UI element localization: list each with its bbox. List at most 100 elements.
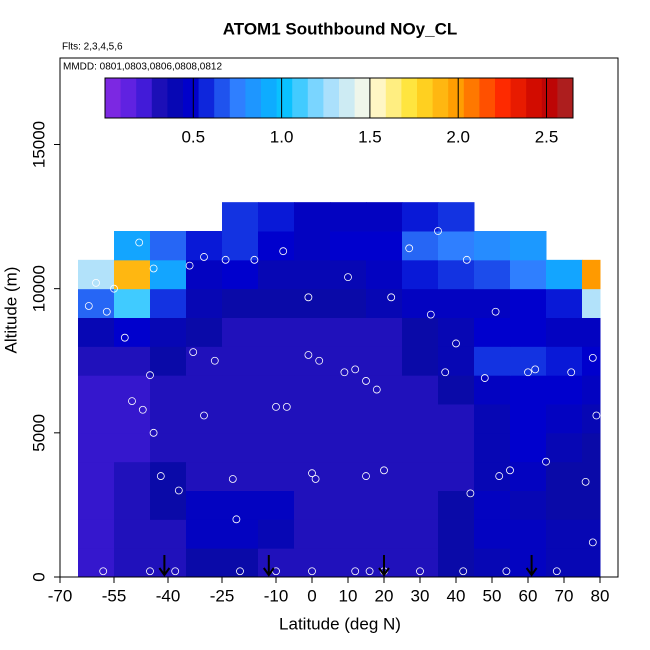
heat-cell — [474, 375, 511, 405]
heat-cell — [402, 404, 439, 434]
heat-cell — [438, 404, 475, 434]
heat-cell — [510, 375, 547, 405]
sample-point — [441, 368, 450, 377]
sample-point — [340, 368, 349, 377]
heat-cell — [114, 404, 151, 434]
heat-cell — [222, 404, 259, 434]
heat-cell — [258, 404, 295, 434]
x-tick-label: -25 — [210, 586, 235, 605]
sample-point — [92, 278, 100, 287]
arrow — [378, 555, 390, 577]
heat-cell — [78, 519, 115, 549]
heat-cell — [222, 490, 259, 520]
sample-point — [351, 365, 360, 374]
heat-cell — [258, 231, 295, 261]
heat-cell — [258, 461, 295, 491]
x-tick-label: 50 — [483, 586, 502, 605]
colorbar-step — [495, 78, 512, 118]
heat-cell — [402, 375, 439, 405]
heat-cell — [78, 490, 115, 520]
heat-cell — [546, 490, 583, 520]
arrow — [525, 555, 538, 577]
heat-cell — [150, 231, 187, 261]
heat-cell — [402, 490, 439, 520]
heat-cell — [114, 490, 151, 520]
heat-cell — [294, 404, 331, 434]
heat-cell — [582, 317, 601, 347]
heat-cell — [330, 288, 367, 318]
heat-cell — [582, 375, 601, 405]
sample-point — [524, 368, 532, 377]
heat-cell — [402, 548, 439, 578]
heat-cell — [294, 231, 331, 261]
heat-cell — [294, 548, 331, 578]
heat-cell — [150, 548, 187, 578]
sample-point — [459, 567, 468, 576]
heat-cell — [78, 548, 115, 578]
heat-cell — [474, 490, 511, 520]
sample-point — [365, 567, 374, 576]
heat-cell — [474, 519, 511, 549]
sample-point — [466, 489, 475, 498]
colorbar-step — [370, 78, 387, 118]
heat-cell — [510, 288, 547, 318]
colorbar-step — [354, 78, 371, 118]
heat-cell — [510, 259, 547, 290]
colorbar-step — [307, 78, 324, 118]
heat-cell — [330, 548, 367, 578]
heat-cell — [366, 375, 403, 405]
heat-cell — [150, 375, 187, 405]
sample-point — [387, 293, 396, 302]
x-tick-label: -55 — [102, 586, 127, 605]
heat-cell — [366, 288, 403, 318]
heat-cell — [330, 259, 367, 290]
sample-point — [344, 273, 352, 282]
heat-cell — [78, 317, 115, 347]
heat-cell — [546, 548, 583, 578]
heat-cell — [114, 432, 151, 463]
heat-cell — [258, 490, 295, 520]
x-axis-label: Latitude (deg N) — [279, 614, 401, 633]
heat-cell — [150, 461, 187, 491]
heat-cell — [114, 231, 151, 261]
heat-cell — [78, 288, 115, 318]
sample-point — [200, 411, 208, 420]
x-tick-label: 30 — [411, 586, 430, 605]
x-tick-label: -10 — [264, 586, 289, 605]
heat-cell — [222, 375, 259, 405]
heat-cell — [510, 548, 547, 578]
y-tick-label: 10000 — [29, 265, 48, 312]
sample-point — [250, 255, 259, 264]
heat-cell — [294, 432, 331, 463]
sample-point — [581, 477, 590, 486]
heat-cell — [402, 202, 439, 232]
sample-point — [200, 253, 208, 261]
heat-cell — [438, 317, 475, 347]
x-tick-label: 10 — [339, 586, 358, 605]
heat-cell — [402, 346, 439, 376]
sample-point — [405, 244, 414, 253]
sample-point — [495, 472, 504, 480]
heat-cell — [150, 519, 187, 549]
sample-point — [542, 457, 550, 466]
heat-cell — [510, 519, 547, 549]
colorbar-step — [323, 78, 340, 118]
heat-cell — [294, 490, 331, 520]
sample-point — [210, 356, 219, 365]
heat-cell — [582, 490, 601, 520]
heat-cell — [510, 432, 547, 463]
heat-cell — [366, 231, 403, 261]
sample-point — [236, 567, 244, 576]
heat-cell — [402, 432, 439, 463]
heat-cell — [582, 548, 601, 578]
heat-cell — [150, 317, 187, 347]
annotation: Flts: 2,3,4,5,6 — [62, 42, 123, 53]
heat-cell — [510, 404, 547, 434]
heat-cell — [366, 432, 403, 463]
heat-cell — [474, 548, 511, 578]
heat-cell — [438, 519, 475, 549]
sample-point — [185, 261, 194, 270]
heat-cell — [330, 461, 367, 491]
colorbar-step — [417, 78, 434, 118]
sample-point — [362, 377, 370, 385]
